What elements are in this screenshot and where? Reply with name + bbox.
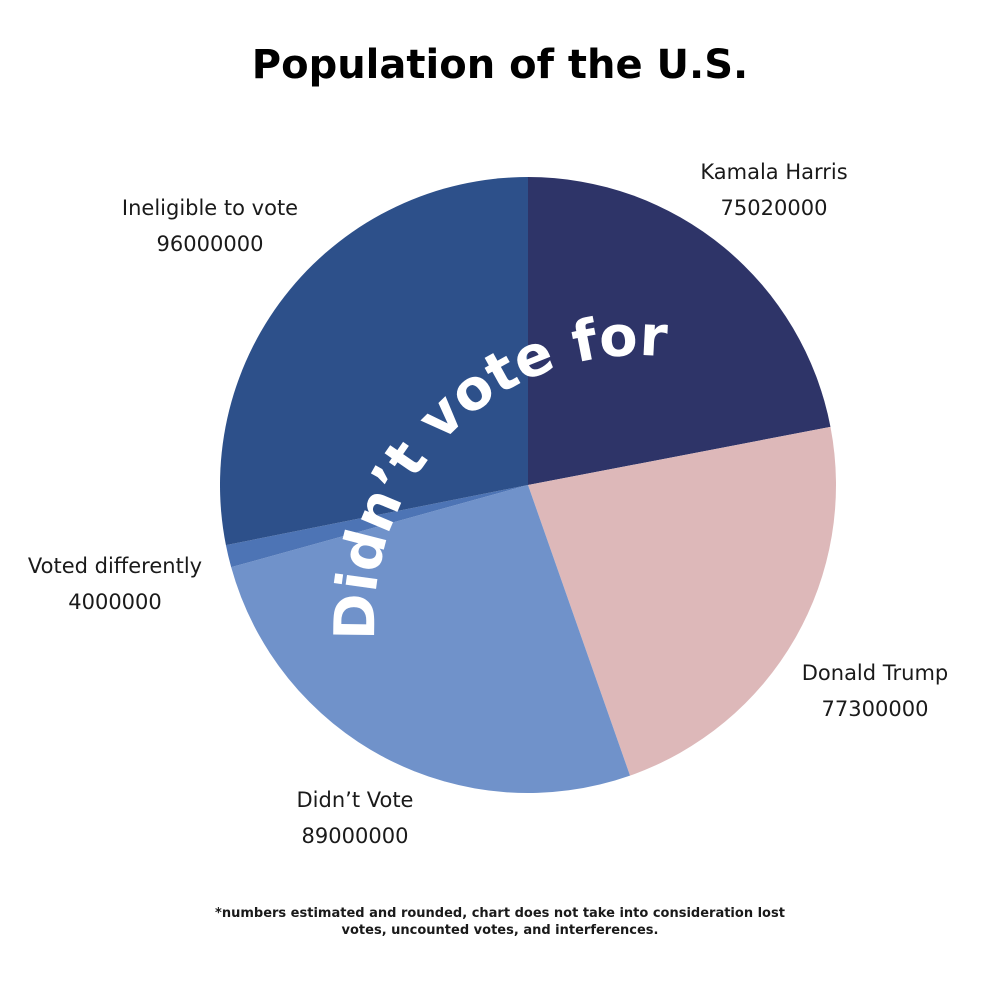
label-ineligible-name: Ineligible to vote (121, 196, 299, 220)
label-voted-differently-name: Voted differently (27, 554, 203, 578)
label-kamala-harris-value: 75020000 (720, 196, 828, 220)
label-didnt-vote-name: Didn’t Vote (296, 788, 414, 812)
label-ineligible-value: 96000000 (156, 232, 264, 256)
label-voted-differently-value: 4000000 (68, 590, 162, 614)
label-ineligible: Ineligible to vote 96000000 (70, 190, 350, 262)
label-didnt-vote: Didn’t Vote 89000000 (215, 782, 495, 854)
label-didnt-vote-value: 89000000 (301, 824, 409, 848)
footnote: *numbers estimated and rounded, chart do… (150, 905, 850, 939)
pie-slice-kamala-harris (528, 177, 831, 485)
label-kamala-harris-name: Kamala Harris (700, 160, 848, 184)
pie-slice-voted-differently (225, 485, 528, 568)
label-voted-differently: Voted differently 4000000 (0, 548, 230, 620)
pie-slice-ineligible-to-vote (220, 177, 528, 546)
pie-slice-didn-t-vote (231, 485, 631, 793)
pie-slice-donald-trump (528, 426, 837, 776)
footnote-line-2: votes, uncounted votes, and interference… (341, 923, 659, 938)
footnote-line-1: *numbers estimated and rounded, chart do… (215, 906, 785, 921)
label-donald-trump: Donald Trump 77300000 (735, 655, 1000, 727)
label-donald-trump-value: 77300000 (821, 697, 929, 721)
label-donald-trump-name: Donald Trump (801, 661, 949, 685)
chart-title: Population of the U.S. (251, 42, 749, 88)
label-kamala-harris: Kamala Harris 75020000 (634, 154, 914, 226)
